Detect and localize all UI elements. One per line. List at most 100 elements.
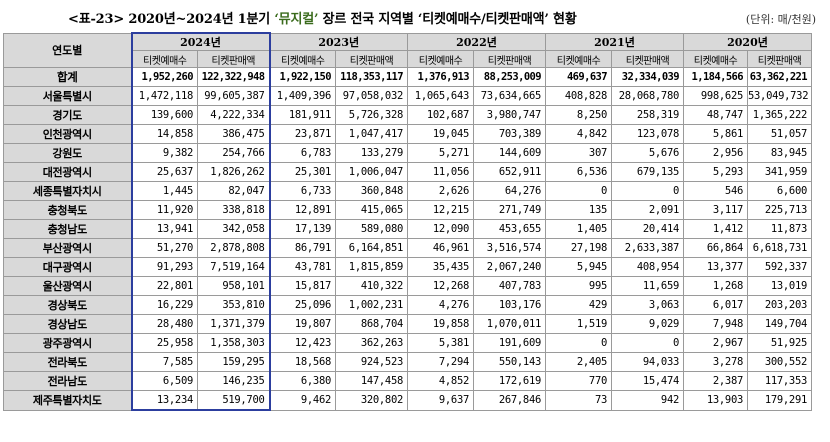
table-row: 대전광역시 25,637 1,826,262 25,301 1,006,047 11,05… — [3, 162, 812, 182]
ticket-count-cell: 1,519 — [545, 314, 612, 334]
ticket-count-cell: 19,045 — [407, 124, 474, 144]
ticket-count-cell: 91,293 — [130, 257, 198, 277]
table-row: 충청북도 11,920 338,818 12,891 415,065 12,215 271,… — [3, 200, 812, 220]
region-label: 충청남도 — [3, 219, 132, 239]
ticket-count-cell: 25,637 — [130, 162, 198, 182]
ticket-sales-cell: 13,019 — [747, 276, 812, 296]
ticket-sales-cell: 353,810 — [197, 295, 271, 315]
table-row: 세종특별자치시 1,445 82,047 6,733 360,848 2,626 64,27… — [3, 181, 812, 201]
ticket-sales-cell: 51,925 — [747, 333, 812, 353]
ticket-sales-cell: 203,203 — [747, 295, 812, 315]
ticket-sales-cell: 11,659 — [611, 276, 684, 296]
ticket-sales-cell: 924,523 — [335, 352, 408, 372]
ticket-count-cell: 6,380 — [269, 371, 336, 391]
ticket-count-cell: 1,922,150 — [269, 67, 336, 87]
ticket-count-cell: 995 — [545, 276, 612, 296]
title-genre: ‘뮤지컬’ — [274, 12, 319, 27]
ticket-count-cell: 1,952,260 — [130, 67, 198, 87]
ticket-count-cell: 14,858 — [130, 124, 198, 144]
ticket-count-cell: 546 — [683, 181, 748, 201]
ticket-sales-cell: 342,058 — [197, 219, 271, 239]
ticket-count-cell: 307 — [545, 143, 612, 163]
region-label: 합계 — [3, 67, 132, 87]
ticket-count-cell: 11,056 — [407, 162, 474, 182]
region-label: 충청북도 — [3, 200, 132, 220]
ticket-count-cell: 73 — [545, 390, 612, 411]
ticket-count-cell: 13,234 — [130, 390, 198, 411]
ticket-sales-cell: 118,353,117 — [335, 67, 408, 87]
ticket-sales-cell: 103,176 — [473, 295, 546, 315]
table-row: 부산광역시 51,270 2,878,808 86,791 6,164,851 46,96… — [3, 238, 812, 258]
ticket-count-cell: 6,733 — [269, 181, 336, 201]
ticket-count-cell: 16,229 — [130, 295, 198, 315]
ticket-count-cell: 0 — [545, 181, 612, 201]
ticket-sales-cell: 191,609 — [473, 333, 546, 353]
ticket-sales-cell: 172,619 — [473, 371, 546, 391]
ticket-count-cell: 1,065,643 — [407, 86, 474, 106]
ticket-sales-cell: 1,358,303 — [197, 333, 271, 353]
ticket-count-cell: 5,271 — [407, 143, 474, 163]
ticket-count-cell: 9,462 — [269, 390, 336, 411]
sub-header-sales: 티켓판매액 — [747, 50, 812, 68]
ticket-count-cell: 3,278 — [683, 352, 748, 372]
ticket-count-cell: 48,747 — [683, 105, 748, 125]
ticket-count-cell: 1,412 — [683, 219, 748, 239]
ticket-sales-cell: 99,605,387 — [197, 86, 271, 106]
ticket-count-cell: 998,625 — [683, 86, 748, 106]
ticket-count-cell: 18,568 — [269, 352, 336, 372]
year-header-row: 연도별 2024년 2023년 2022년 2021년 2020년 — [3, 32, 812, 68]
table-row: 인천광역시 14,858 386,475 23,871 1,047,417 19,045 7… — [3, 124, 812, 144]
ticket-count-cell: 5,381 — [407, 333, 474, 353]
year-header-2023: 2023년 — [269, 32, 408, 51]
ticket-count-cell: 7,294 — [407, 352, 474, 372]
table-title: <표-23> 2020년~2024년 1분기 ‘뮤지컬’ 장르 전국 지역별 ‘… — [68, 8, 577, 27]
table-row: 전라북도 7,585 159,295 18,568 924,523 7,294 550,14… — [3, 352, 812, 372]
ticket-sales-cell: 267,846 — [473, 390, 546, 411]
table-row: 경상북도 16,229 353,810 25,096 1,002,231 4,276 103… — [3, 295, 812, 315]
ticket-count-cell: 35,435 — [407, 257, 474, 277]
ticket-sales-cell: 6,618,731 — [747, 238, 812, 258]
ticket-sales-cell: 3,516,574 — [473, 238, 546, 258]
ticket-sales-cell: 1,815,859 — [335, 257, 408, 277]
ticket-count-cell: 0 — [545, 333, 612, 353]
ticket-sales-cell: 147,458 — [335, 371, 408, 391]
ticket-count-cell: 43,781 — [269, 257, 336, 277]
region-label: 인천광역시 — [3, 124, 132, 144]
table-row: 경기도 139,600 4,222,334 181,911 5,726,328 102,6… — [3, 105, 812, 125]
ticket-sales-cell: 133,279 — [335, 143, 408, 163]
ticket-sales-cell: 1,371,379 — [197, 314, 271, 334]
region-label: 부산광역시 — [3, 238, 132, 258]
ticket-sales-cell: 9,029 — [611, 314, 684, 334]
sub-header-sales: 티켓판매액 — [197, 50, 271, 68]
ticket-sales-cell: 6,600 — [747, 181, 812, 201]
ticket-sales-cell: 415,065 — [335, 200, 408, 220]
stats-body: 합계 1,952,260 122,322,948 1,922,150 118,353,1… — [3, 67, 812, 411]
ticket-sales-cell: 0 — [611, 333, 684, 353]
ticket-count-cell: 469,637 — [545, 67, 612, 87]
year-header-2022: 2022년 — [407, 32, 546, 51]
ticket-sales-cell: 1,006,047 — [335, 162, 408, 182]
ticket-count-cell: 5,861 — [683, 124, 748, 144]
ticket-sales-cell: 338,818 — [197, 200, 271, 220]
ticket-sales-cell: 410,322 — [335, 276, 408, 296]
ticket-sales-cell: 20,414 — [611, 219, 684, 239]
ticket-count-cell: 5,293 — [683, 162, 748, 182]
ticket-count-cell: 46,961 — [407, 238, 474, 258]
ticket-sales-cell: 179,291 — [747, 390, 812, 411]
region-label: 서울특별시 — [3, 86, 132, 106]
sub-header-tickets: 티켓예매수 — [545, 50, 612, 68]
ticket-count-cell: 51,270 — [130, 238, 198, 258]
ticket-sales-cell: 362,263 — [335, 333, 408, 353]
ticket-count-cell: 13,903 — [683, 390, 748, 411]
title-suffix: 현황 — [548, 12, 577, 27]
ticket-sales-cell: 2,633,387 — [611, 238, 684, 258]
ticket-count-cell: 12,891 — [269, 200, 336, 220]
ticket-sales-cell: 64,276 — [473, 181, 546, 201]
ticket-sales-cell: 2,091 — [611, 200, 684, 220]
ticket-sales-cell: 149,704 — [747, 314, 812, 334]
region-label: 전라남도 — [3, 371, 132, 391]
ticket-count-cell: 1,445 — [130, 181, 198, 201]
ticket-sales-cell: 15,474 — [611, 371, 684, 391]
total-row: 합계 1,952,260 122,322,948 1,922,150 118,353,1… — [3, 67, 812, 87]
ticket-count-cell: 429 — [545, 295, 612, 315]
